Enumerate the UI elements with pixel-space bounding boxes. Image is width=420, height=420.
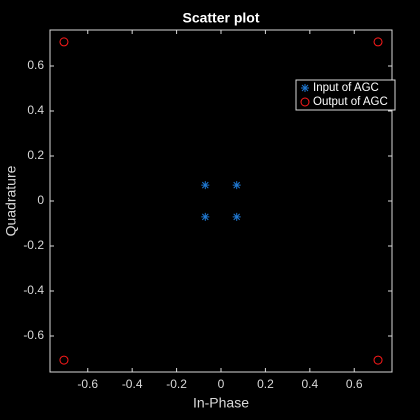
legend-label: Input of AGC xyxy=(313,82,379,94)
point xyxy=(232,181,241,190)
x-tick-label: -0.2 xyxy=(166,377,187,391)
legend-box xyxy=(295,79,396,111)
y-tick-label: -0.2 xyxy=(23,238,44,252)
chart-title: Scatter plot xyxy=(182,10,259,26)
legend-label: Output of AGC xyxy=(313,96,388,108)
y-tick-label: 0 xyxy=(37,193,44,207)
point xyxy=(201,212,210,221)
x-tick-label: -0.6 xyxy=(77,377,98,391)
x-tick-label: -0.4 xyxy=(122,377,143,391)
y-axis-label: Quadrature xyxy=(3,165,19,236)
point xyxy=(201,181,210,190)
point xyxy=(373,37,383,47)
x-tick-label: 0.4 xyxy=(301,377,318,391)
y-tick-label: -0.4 xyxy=(23,283,44,297)
x-tick-label: 0 xyxy=(218,377,225,391)
legend-marker xyxy=(300,97,310,107)
x-axis-label: In-Phase xyxy=(193,395,249,411)
y-tick-label: 0.6 xyxy=(27,58,44,72)
y-tick-label: 0.4 xyxy=(27,103,44,117)
legend-marker xyxy=(301,84,309,92)
point xyxy=(59,37,69,47)
y-tick-label: -0.6 xyxy=(23,328,44,342)
point xyxy=(373,355,383,365)
y-tick-label: 0.2 xyxy=(27,148,44,162)
x-tick-label: 0.2 xyxy=(257,377,274,391)
point xyxy=(59,355,69,365)
point xyxy=(232,212,241,221)
x-tick-label: 0.6 xyxy=(346,377,363,391)
